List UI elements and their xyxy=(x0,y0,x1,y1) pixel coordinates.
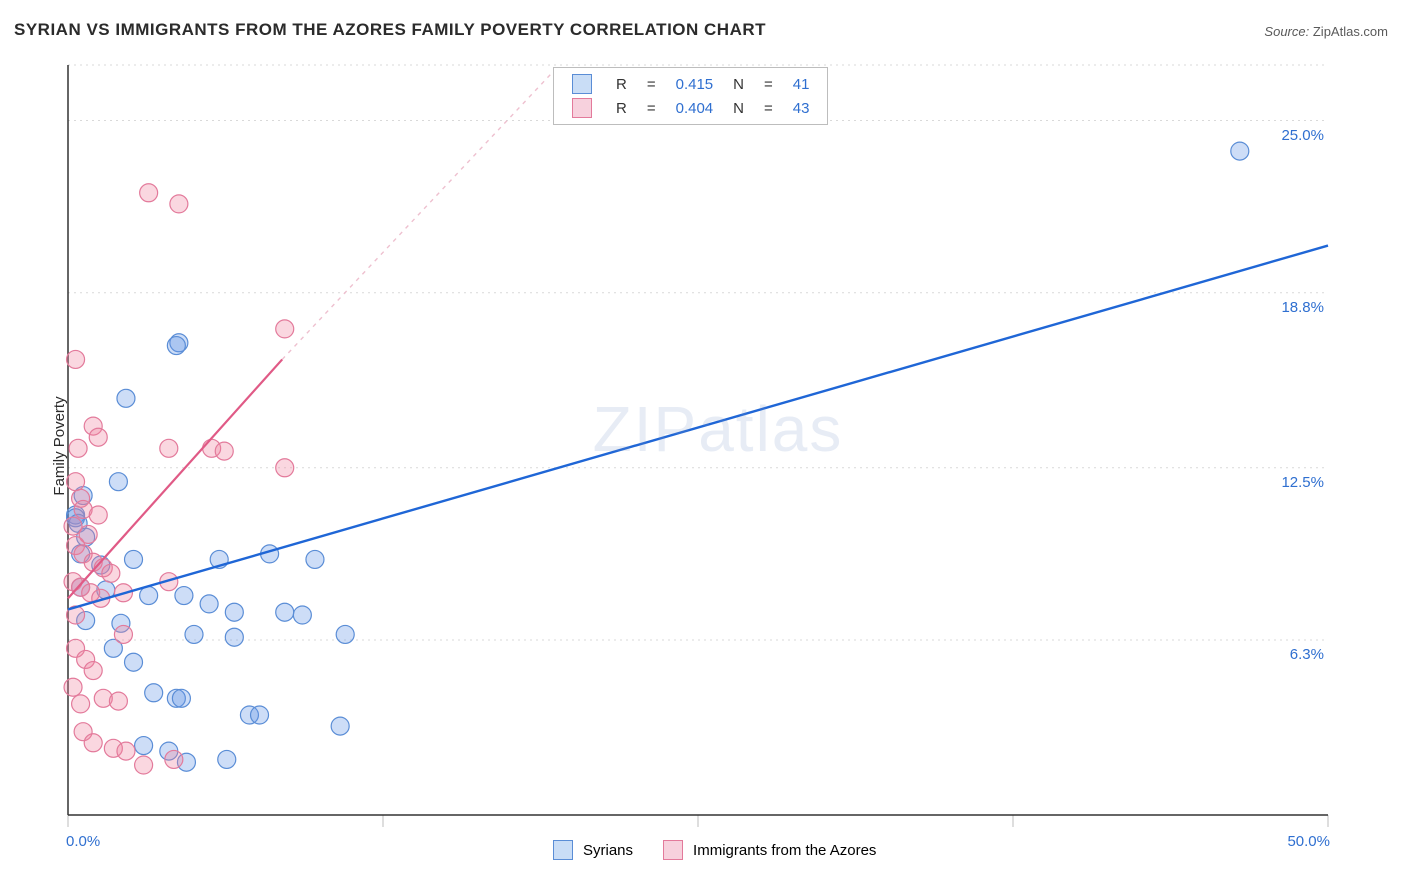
y-tick-label: 18.8% xyxy=(1281,299,1324,316)
plot-area: ZIPatlas R = 0.415 N = 41 R = 0.404 N = … xyxy=(48,55,1388,835)
data-point xyxy=(102,564,120,582)
data-point xyxy=(1231,142,1249,160)
series-legend: Syrians Immigrants from the Azores xyxy=(553,840,906,864)
source-value: ZipAtlas.com xyxy=(1313,24,1388,39)
data-point xyxy=(200,595,218,613)
data-point xyxy=(117,389,135,407)
data-point xyxy=(84,662,102,680)
data-point xyxy=(293,606,311,624)
chart-title: SYRIAN VS IMMIGRANTS FROM THE AZORES FAM… xyxy=(14,20,766,40)
data-point xyxy=(140,587,158,605)
data-point xyxy=(336,625,354,643)
data-point xyxy=(114,625,132,643)
trend-line-ext xyxy=(282,65,559,359)
legend-swatch xyxy=(572,74,592,94)
data-point xyxy=(331,717,349,735)
legend-swatch xyxy=(663,840,683,860)
data-point xyxy=(172,689,190,707)
x-tick-label: 0.0% xyxy=(66,833,100,850)
data-point xyxy=(160,439,178,457)
data-point xyxy=(89,428,107,446)
stat-n-value: 41 xyxy=(783,72,820,96)
stats-legend: R = 0.415 N = 41 R = 0.404 N = 43 xyxy=(553,67,828,125)
legend-swatch xyxy=(572,98,592,118)
stat-eq: = xyxy=(637,72,666,96)
stat-eq: = xyxy=(754,96,783,120)
data-point xyxy=(109,692,127,710)
data-point xyxy=(218,750,236,768)
data-point xyxy=(125,550,143,568)
data-point xyxy=(225,628,243,646)
scatter-chart xyxy=(48,55,1388,835)
data-point xyxy=(140,184,158,202)
stat-r-value: 0.415 xyxy=(666,72,724,96)
legend-item: Syrians xyxy=(553,840,633,860)
data-point xyxy=(276,320,294,338)
legend-item: Immigrants from the Azores xyxy=(663,840,876,860)
data-point xyxy=(170,195,188,213)
data-point xyxy=(165,750,183,768)
data-point xyxy=(89,506,107,524)
trend-line xyxy=(68,359,282,598)
data-point xyxy=(306,550,324,568)
data-point xyxy=(67,473,85,491)
data-point xyxy=(117,742,135,760)
legend-label: Immigrants from the Azores xyxy=(693,842,876,859)
data-point xyxy=(67,350,85,368)
data-point xyxy=(145,684,163,702)
data-point xyxy=(225,603,243,621)
stat-n-value: 43 xyxy=(783,96,820,120)
x-tick-label: 50.0% xyxy=(1287,833,1330,850)
stat-n-label: N xyxy=(723,96,754,120)
source-label: Source: xyxy=(1264,24,1309,39)
stat-n-label: N xyxy=(723,72,754,96)
data-point xyxy=(125,653,143,671)
stat-r-label: R xyxy=(606,96,637,120)
stat-eq: = xyxy=(754,72,783,96)
data-point xyxy=(64,678,82,696)
y-tick-label: 6.3% xyxy=(1290,646,1324,663)
y-tick-label: 25.0% xyxy=(1281,127,1324,144)
trend-line xyxy=(68,246,1328,610)
data-point xyxy=(215,442,233,460)
data-point xyxy=(109,473,127,491)
chart-container: SYRIAN VS IMMIGRANTS FROM THE AZORES FAM… xyxy=(0,0,1406,892)
data-point xyxy=(84,734,102,752)
data-point xyxy=(175,587,193,605)
data-point xyxy=(276,459,294,477)
data-point xyxy=(135,737,153,755)
data-point xyxy=(72,695,90,713)
data-point xyxy=(69,439,87,457)
legend-label: Syrians xyxy=(583,842,633,859)
data-point xyxy=(167,337,185,355)
y-tick-label: 12.5% xyxy=(1281,474,1324,491)
data-point xyxy=(251,706,269,724)
legend-swatch xyxy=(553,840,573,860)
stat-r-value: 0.404 xyxy=(666,96,724,120)
data-point xyxy=(135,756,153,774)
source-attr: Source: ZipAtlas.com xyxy=(1264,24,1388,39)
data-point xyxy=(185,625,203,643)
stat-eq: = xyxy=(637,96,666,120)
data-point xyxy=(276,603,294,621)
stat-r-label: R xyxy=(606,72,637,96)
